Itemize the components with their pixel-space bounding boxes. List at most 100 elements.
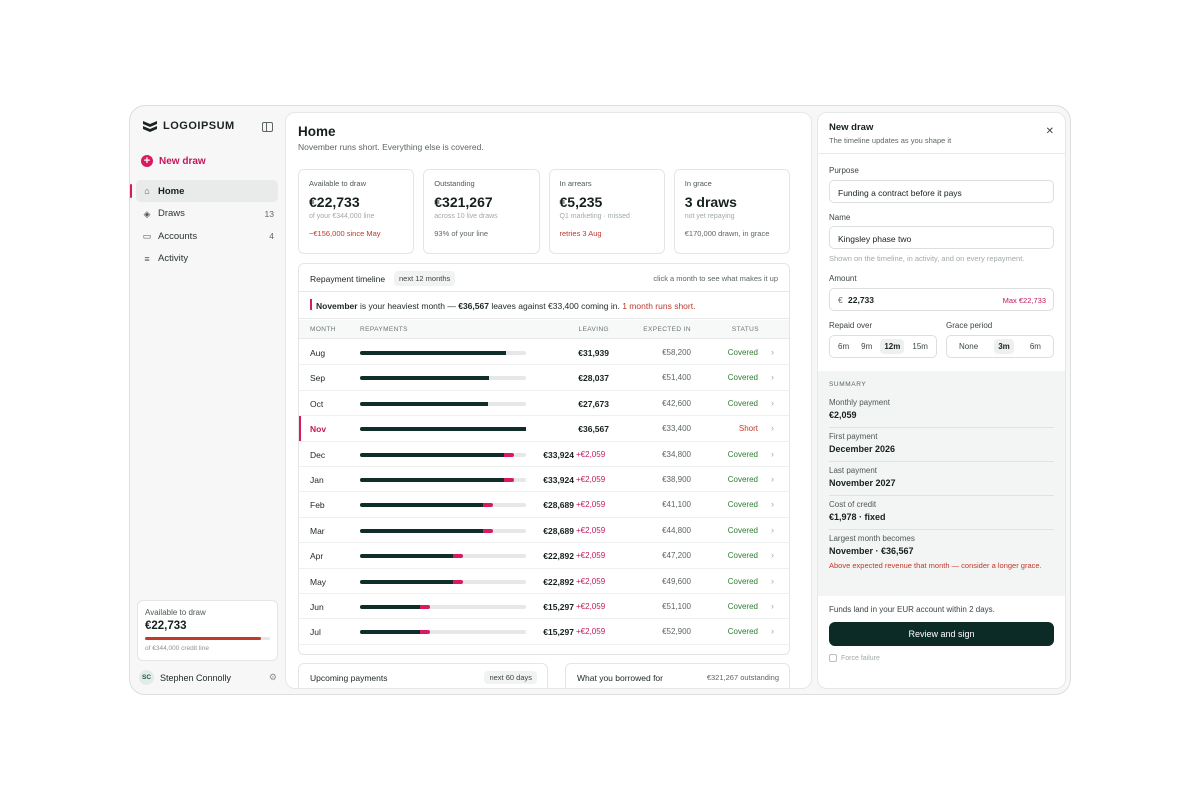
chevron-right-icon[interactable]: › bbox=[771, 524, 774, 535]
summary-value: December 2026 bbox=[829, 444, 896, 454]
stat-card-grace: In grace 3 draws not yet repaying €170,0… bbox=[673, 169, 790, 254]
purpose-label: Purpose bbox=[829, 166, 859, 175]
stat-sub: Q1 marketing · missed bbox=[559, 213, 630, 220]
settings-icon[interactable]: ⚙ bbox=[268, 672, 277, 682]
summary-value: November · €36,567 bbox=[829, 546, 914, 556]
repaid-option-9m[interactable]: 9m bbox=[861, 342, 873, 351]
stats-row: Available to draw €22,733 of your €344,0… bbox=[298, 169, 790, 254]
stat-note: retries 3 Aug bbox=[559, 229, 602, 238]
new-draw-bar-segment bbox=[452, 554, 463, 559]
new-draw-button[interactable]: + New draw bbox=[141, 155, 206, 167]
timeline-row[interactable]: Mar €28,689 +€2,059 €44,800 Covered › bbox=[299, 518, 789, 544]
stat-value: 3 draws bbox=[684, 194, 737, 210]
stat-note: €170,000 drawn, in grace bbox=[684, 229, 770, 238]
user-profile[interactable]: SC Stephen Connolly ⚙ bbox=[139, 670, 277, 685]
checkbox-box[interactable] bbox=[829, 654, 837, 662]
timeline-range-chip[interactable]: next 12 months bbox=[394, 271, 456, 286]
stat-note: −€156,000 since May bbox=[309, 229, 381, 238]
force-failure-checkbox[interactable]: Force failure bbox=[829, 654, 880, 662]
row-expected: €38,900 bbox=[662, 475, 691, 484]
chevron-right-icon[interactable]: › bbox=[771, 474, 774, 484]
row-leaving: €28,689 bbox=[543, 525, 574, 536]
summary-largest-month: Largest month becomes November · €36,567… bbox=[829, 534, 1054, 584]
row-leaving: €28,037 bbox=[578, 373, 609, 384]
review-and-sign-button[interactable]: Review and sign bbox=[829, 622, 1054, 646]
timeline-row[interactable]: Apr €22,892 +€2,059 €47,200 Covered › bbox=[299, 543, 789, 569]
name-input[interactable]: Kingsley phase two bbox=[829, 226, 1054, 249]
summary-key: Largest month becomes bbox=[829, 534, 915, 543]
timeline-row[interactable]: Jan €33,924 +€2,059 €38,900 Covered › bbox=[299, 467, 789, 493]
alert-warning: 1 month runs short. bbox=[622, 301, 696, 311]
timeline-row[interactable]: Aug €31,939 €58,200 Covered › bbox=[299, 340, 789, 366]
currency-symbol: € bbox=[838, 295, 843, 305]
stat-value: €5,235 bbox=[559, 194, 603, 210]
amount-max-button[interactable]: Max €22,733 bbox=[1002, 296, 1046, 305]
timeline-row[interactable]: Nov €36,567 €33,400 Short › bbox=[299, 416, 789, 442]
home-icon: ⌂ bbox=[144, 186, 150, 196]
row-status: Covered bbox=[727, 449, 758, 459]
repayment-bar-track bbox=[360, 605, 526, 609]
chevron-right-icon[interactable]: › bbox=[771, 448, 774, 459]
chevron-right-icon[interactable]: › bbox=[771, 499, 774, 510]
grace-period-selector: None 3m 6m bbox=[946, 335, 1054, 358]
panel-title: New draw bbox=[829, 122, 874, 133]
grace-option-none[interactable]: None bbox=[959, 342, 979, 351]
chevron-right-icon[interactable]: › bbox=[771, 626, 774, 637]
new-draw-bar-segment bbox=[504, 478, 515, 482]
new-draw-bar-segment bbox=[482, 503, 493, 508]
row-leaving: €31,939 bbox=[578, 348, 609, 358]
row-status: Covered bbox=[727, 627, 758, 637]
repayment-bar-track bbox=[360, 401, 526, 406]
row-status: Covered bbox=[727, 576, 758, 586]
timeline-row[interactable]: Jul €15,297 +€2,059 €52,900 Covered › bbox=[299, 619, 789, 645]
row-status: Covered bbox=[727, 500, 758, 510]
row-leaving: €15,297 bbox=[543, 627, 574, 638]
chevron-right-icon[interactable]: › bbox=[771, 347, 774, 357]
stat-card-arrears: In arrears €5,235 Q1 marketing · missed … bbox=[548, 169, 665, 254]
timeline-row[interactable]: Jun €15,297 +€2,059 €51,100 Covered › bbox=[299, 594, 789, 620]
summary-cost-of-credit: Cost of credit €1,978 · fixed bbox=[829, 500, 1054, 530]
repayment-bar-track bbox=[360, 630, 526, 635]
chevron-right-icon[interactable]: › bbox=[771, 397, 774, 408]
amount-label: Amount bbox=[829, 274, 857, 283]
stat-label: In grace bbox=[684, 179, 712, 188]
chevron-right-icon[interactable]: › bbox=[771, 550, 774, 561]
row-status: Covered bbox=[727, 525, 758, 535]
chevron-right-icon[interactable]: › bbox=[771, 372, 774, 383]
sidebar-item-accounts[interactable]: ▭ Accounts 4 bbox=[136, 225, 278, 247]
col-status: STATUS bbox=[731, 326, 759, 333]
sidebar-item-activity[interactable]: ≡ Activity bbox=[136, 248, 278, 270]
close-icon[interactable]: ✕ bbox=[1045, 126, 1054, 137]
upcoming-range-chip[interactable]: next 60 days bbox=[484, 671, 537, 684]
timeline-row[interactable]: Sep €28,037 €51,400 Covered › bbox=[299, 365, 789, 391]
purpose-input[interactable]: Funding a contract before it pays bbox=[829, 180, 1054, 203]
timeline-row[interactable]: Dec €33,924 +€2,059 €34,800 Covered › bbox=[299, 442, 789, 467]
logo[interactable]: LOGOIPSUM bbox=[142, 120, 235, 132]
timeline-row[interactable]: May €22,892 +€2,059 €49,600 Covered › bbox=[299, 569, 789, 594]
grace-option-6m[interactable]: 6m bbox=[1029, 342, 1041, 351]
new-draw-bar-segment bbox=[419, 605, 430, 609]
timeline-row[interactable]: Oct €27,673 €42,600 Covered › bbox=[299, 391, 789, 417]
repayment-bar-track bbox=[360, 579, 526, 584]
amount-input[interactable]: € 22,733 Max €22,733 bbox=[829, 288, 1054, 311]
sidebar-item-home[interactable]: ⌂ Home bbox=[130, 180, 278, 202]
sidebar-item-draws[interactable]: ◈ Draws 13 bbox=[136, 203, 278, 225]
row-month: Jun bbox=[310, 602, 324, 612]
sidebar-toggle-icon[interactable] bbox=[262, 122, 273, 132]
row-leaving-extra: +€2,059 bbox=[576, 475, 606, 484]
grace-option-3m[interactable]: 3m bbox=[994, 339, 1014, 354]
repayment-bar-fill bbox=[360, 554, 453, 559]
alert-marker bbox=[310, 299, 312, 310]
chevron-right-icon[interactable]: › bbox=[771, 575, 774, 586]
summary-section: SUMMARY Monthly payment €2,059 First pay… bbox=[818, 371, 1065, 596]
chevron-right-icon[interactable]: › bbox=[771, 601, 774, 611]
repaid-option-15m[interactable]: 15m bbox=[912, 342, 928, 351]
repaid-option-12m[interactable]: 12m bbox=[880, 339, 905, 354]
repaid-option-6m[interactable]: 6m bbox=[838, 342, 850, 351]
timeline-row[interactable]: Feb €28,689 +€2,059 €41,100 Covered › bbox=[299, 492, 789, 518]
repayment-bar-fill bbox=[360, 630, 420, 635]
row-expected: €52,900 bbox=[662, 627, 691, 637]
repayment-bar-track bbox=[360, 452, 526, 457]
chevron-right-icon[interactable]: › bbox=[771, 423, 774, 434]
row-month: May bbox=[310, 576, 327, 587]
